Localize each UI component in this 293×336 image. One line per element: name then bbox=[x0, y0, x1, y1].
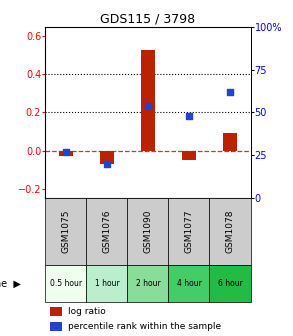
FancyBboxPatch shape bbox=[168, 265, 209, 302]
FancyBboxPatch shape bbox=[86, 198, 127, 265]
Text: percentile rank within the sample: percentile rank within the sample bbox=[68, 322, 221, 331]
FancyBboxPatch shape bbox=[86, 265, 127, 302]
Bar bbox=[223, 133, 237, 151]
FancyBboxPatch shape bbox=[168, 198, 209, 265]
Text: time  ▶: time ▶ bbox=[0, 279, 21, 289]
Bar bbox=[50, 307, 62, 316]
Text: 1 hour: 1 hour bbox=[95, 279, 119, 288]
Point bbox=[105, 161, 109, 167]
Text: log ratio: log ratio bbox=[68, 307, 106, 316]
Point bbox=[228, 89, 232, 95]
Text: GSM1090: GSM1090 bbox=[144, 210, 152, 253]
Text: 0.5 hour: 0.5 hour bbox=[50, 279, 82, 288]
FancyBboxPatch shape bbox=[45, 198, 86, 265]
FancyBboxPatch shape bbox=[127, 265, 168, 302]
FancyBboxPatch shape bbox=[45, 265, 86, 302]
Text: 2 hour: 2 hour bbox=[136, 279, 160, 288]
Bar bbox=[141, 50, 155, 151]
FancyBboxPatch shape bbox=[209, 198, 251, 265]
Point bbox=[146, 103, 150, 108]
Text: GSM1075: GSM1075 bbox=[62, 210, 70, 253]
Text: 4 hour: 4 hour bbox=[177, 279, 201, 288]
FancyBboxPatch shape bbox=[209, 265, 251, 302]
Text: GSM1077: GSM1077 bbox=[185, 210, 193, 253]
Bar bbox=[59, 151, 73, 156]
Bar bbox=[50, 322, 62, 331]
Point bbox=[187, 113, 191, 119]
FancyBboxPatch shape bbox=[127, 198, 168, 265]
Bar bbox=[100, 151, 114, 164]
Text: 6 hour: 6 hour bbox=[218, 279, 242, 288]
Bar bbox=[182, 151, 196, 160]
Title: GDS115 / 3798: GDS115 / 3798 bbox=[100, 13, 195, 26]
Point bbox=[64, 149, 68, 155]
Text: GSM1076: GSM1076 bbox=[103, 210, 111, 253]
Text: GSM1078: GSM1078 bbox=[226, 210, 234, 253]
